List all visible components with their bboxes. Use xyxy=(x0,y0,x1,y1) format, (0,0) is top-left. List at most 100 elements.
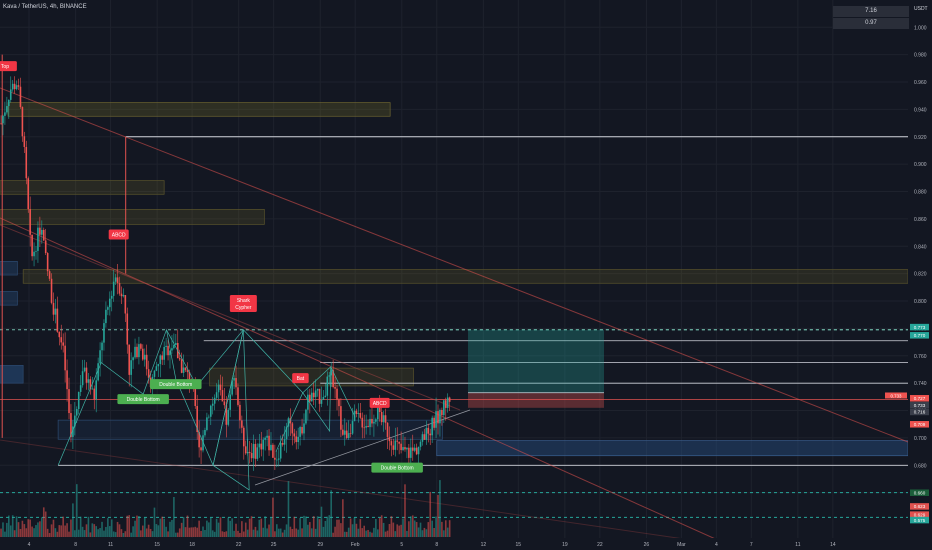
volume-bar xyxy=(303,515,305,537)
volume-bar xyxy=(75,484,78,537)
candle-body xyxy=(37,227,39,251)
axis-price-text: 0.575 xyxy=(914,518,926,523)
candle-body xyxy=(140,344,142,349)
harmonic-leg xyxy=(275,366,356,452)
time-axis[interactable]: 4 8 11 15 18 22 25 29 Feb 5 8 12 15 19 22 26 Mar 4 7 11 14 xyxy=(0,538,932,550)
price-tick-label: 0.960 xyxy=(914,80,927,86)
volume-bar xyxy=(363,525,366,537)
time-tick-label: 11 xyxy=(795,542,800,548)
volume-bars xyxy=(0,480,451,537)
candle-body xyxy=(297,436,299,443)
axis-price-tag xyxy=(910,511,929,518)
candle-body xyxy=(332,370,334,387)
volume-bar xyxy=(58,525,61,537)
time-tick-label: 5 xyxy=(400,542,403,548)
volume-bar xyxy=(116,521,119,537)
candle-body xyxy=(136,346,138,358)
volume-bar xyxy=(281,532,284,537)
candle-body xyxy=(264,437,266,440)
candle-body xyxy=(276,459,278,461)
volume-bar xyxy=(44,511,47,537)
candle-body xyxy=(252,443,255,459)
volume-bar xyxy=(2,522,4,537)
zone-box xyxy=(0,291,18,306)
candle-body xyxy=(223,401,226,406)
volume-bar xyxy=(312,516,315,537)
volume-bar xyxy=(378,518,381,537)
candle-body xyxy=(250,453,253,459)
candle-body xyxy=(50,278,53,303)
price-axis-bg xyxy=(908,0,932,550)
volume-bar xyxy=(39,521,41,537)
volume-bar xyxy=(357,528,360,537)
annotation-text: Shark xyxy=(237,298,251,304)
candle-body xyxy=(105,309,107,324)
loss-zone xyxy=(468,392,604,408)
volume-bar xyxy=(37,522,39,537)
candle-body xyxy=(301,427,303,434)
candle-body xyxy=(182,367,185,373)
candle-body xyxy=(101,342,103,351)
volume-bar xyxy=(256,530,259,537)
time-tick-label: 25 xyxy=(271,542,277,548)
candle-body xyxy=(99,350,101,364)
candle-body xyxy=(161,355,164,360)
volume-bar xyxy=(293,516,296,537)
volume-bar xyxy=(417,527,420,537)
candle-body xyxy=(295,436,298,443)
candle-body xyxy=(239,404,241,421)
volume-bar xyxy=(149,528,152,537)
grid xyxy=(0,0,908,538)
volume-bar xyxy=(31,526,33,537)
volume-bar xyxy=(446,527,449,537)
candle-body xyxy=(413,447,416,451)
volume-bar xyxy=(155,524,158,537)
volume-bar xyxy=(221,531,224,537)
price-tick-label: 0.800 xyxy=(914,299,927,305)
time-tick-label: 22 xyxy=(597,542,603,548)
price-tick-label: 1.000 xyxy=(914,25,927,31)
time-tick-label: 7 xyxy=(750,542,753,548)
candle-body xyxy=(367,426,369,428)
candle-body xyxy=(120,293,123,297)
volume-bar xyxy=(441,521,443,537)
candle-body xyxy=(93,388,96,400)
axis-price-text: 0.733 xyxy=(914,403,926,408)
candle-body xyxy=(326,376,329,396)
candle-body xyxy=(287,418,290,427)
volume-bar xyxy=(103,530,105,537)
candle-body xyxy=(2,115,4,124)
candle-body xyxy=(227,409,230,425)
volume-bar xyxy=(110,519,113,537)
axis-price-tag xyxy=(910,323,929,331)
candle-body xyxy=(408,447,410,458)
volume-bar xyxy=(349,518,352,537)
time-tick-label: 29 xyxy=(317,542,323,548)
volume-bar xyxy=(99,528,101,537)
candle-body xyxy=(74,415,76,427)
volume-bar xyxy=(351,524,354,537)
candle-body xyxy=(248,451,251,454)
volume-bar xyxy=(338,519,340,537)
candle-body xyxy=(262,439,265,450)
volume-bar xyxy=(87,516,90,537)
candle-body xyxy=(437,411,439,424)
long-position-tool[interactable] xyxy=(468,329,604,408)
candle-body xyxy=(289,418,292,424)
time-axis-bg xyxy=(0,538,932,550)
volume-bar xyxy=(147,524,150,537)
price-axis[interactable]: 1.000 0.980 0.960 0.940 0.920 0.900 0.880 0.860… xyxy=(908,0,932,550)
volume-bar xyxy=(415,522,418,537)
volume-bar xyxy=(309,522,311,537)
candle-body xyxy=(79,385,82,392)
volume-bar xyxy=(242,531,245,537)
volume-bar xyxy=(52,519,55,537)
candle-body xyxy=(283,439,286,445)
volume-bar xyxy=(297,529,299,537)
candle-body xyxy=(208,416,210,418)
time-tick-label: 15 xyxy=(516,542,522,548)
volume-bar xyxy=(42,507,45,537)
candle-body xyxy=(17,85,20,87)
